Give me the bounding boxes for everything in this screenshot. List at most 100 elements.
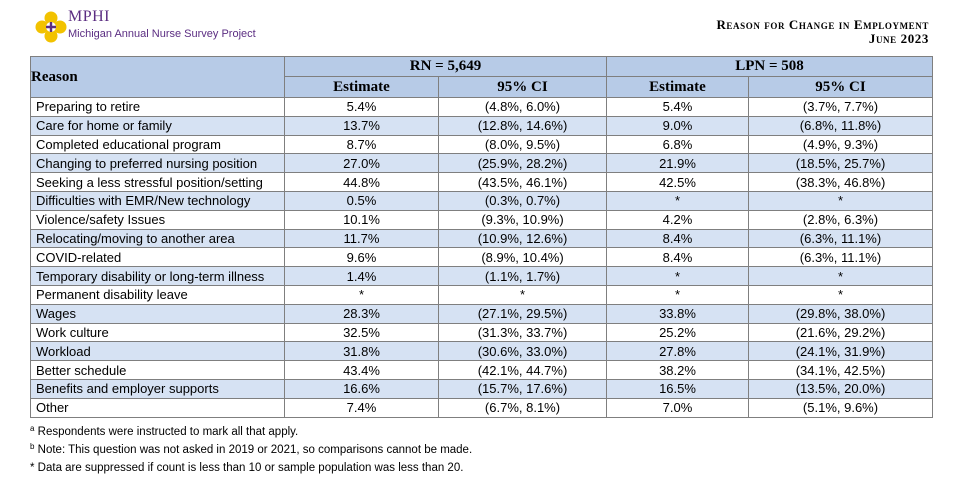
reason-column-header: Reason: [30, 56, 285, 98]
rn-estimate-cell: 10.1%: [284, 209, 439, 230]
lpn-ci-cell: (6.3%, 11.1%): [748, 228, 933, 249]
reason-cell: COVID-related: [30, 247, 285, 268]
rn-estimate-cell: 27.0%: [284, 153, 439, 174]
table-row: Wages 28.3% (27.1%, 29.5%) 33.8% (29.8%, 38.…: [30, 303, 933, 324]
reason-cell: Work culture: [30, 322, 285, 343]
lpn-ci-cell: (3.7%, 7.7%): [748, 97, 933, 117]
rn-ci-cell: (8.9%, 10.4%): [438, 247, 607, 268]
lpn-estimate-cell: 21.9%: [606, 153, 749, 174]
reason-cell: Other: [30, 397, 285, 418]
lpn-estimate-cell: 38.2%: [606, 360, 749, 380]
reason-cell: Completed educational program: [30, 134, 285, 155]
reason-cell: Wages: [30, 303, 285, 324]
table-row: Care for home or family 13.7% (12.8%, 14.6…: [30, 115, 933, 136]
reason-cell: Changing to preferred nursing position: [30, 153, 285, 174]
report-title-line1: Reason for Change in Employment: [716, 17, 929, 32]
rn-estimate-cell: 1.4%: [284, 266, 439, 286]
reason-cell: Benefits and employer supports: [30, 378, 285, 399]
rn-ci-cell: (30.6%, 33.0%): [438, 341, 607, 362]
table-row: Benefits and employer supports 16.6% (15.7…: [30, 378, 933, 399]
lpn-estimate-cell: 33.8%: [606, 303, 749, 324]
lpn-group-header: LPN = 508: [606, 56, 933, 77]
lpn-ci-cell: (6.8%, 11.8%): [748, 115, 933, 136]
table-row: Completed educational program 8.7% (8.0%, …: [30, 134, 933, 155]
lpn-ci-cell: (2.8%, 6.3%): [748, 209, 933, 230]
lpn-ci-cell: (4.9%, 9.3%): [748, 134, 933, 155]
table-row: COVID-related 9.6% (8.9%, 10.4%) 8.4% (6.3%,…: [30, 247, 933, 268]
rn-estimate-cell: 16.6%: [284, 378, 439, 399]
lpn-ci-cell: (5.1%, 9.6%): [748, 397, 933, 418]
lpn-ci-cell: *: [748, 284, 933, 305]
lpn-estimate-cell: 6.8%: [606, 134, 749, 155]
lpn-estimate-cell: 7.0%: [606, 397, 749, 418]
lpn-estimate-cell: 8.4%: [606, 228, 749, 249]
lpn-estimate-header: Estimate: [606, 76, 749, 98]
lpn-estimate-cell: 5.4%: [606, 97, 749, 117]
lpn-estimate-cell: 9.0%: [606, 115, 749, 136]
rn-ci-cell: *: [438, 284, 607, 305]
table-row: Better schedule 43.4% (42.1%, 44.7%) 38.2%(…: [30, 360, 933, 380]
rn-ci-cell: (0.3%, 0.7%): [438, 190, 607, 211]
reason-cell: Violence/safety Issues: [30, 209, 285, 230]
table-row: Relocating/moving to another area 11.7% (1…: [30, 228, 933, 249]
lpn-estimate-cell: 16.5%: [606, 378, 749, 399]
reason-cell: Workload: [30, 341, 285, 362]
lpn-estimate-cell: 27.8%: [606, 341, 749, 362]
lpn-ci-cell: (29.8%, 38.0%): [748, 303, 933, 324]
rn-estimate-cell: 8.7%: [284, 134, 439, 155]
footnote-b: b Note: This question was not asked in 2…: [30, 442, 473, 457]
lpn-estimate-cell: *: [606, 266, 749, 286]
reason-cell: Better schedule: [30, 360, 285, 380]
reason-cell: Permanent disability leave: [30, 284, 285, 305]
lpn-ci-cell: (24.1%, 31.9%): [748, 341, 933, 362]
rn-estimate-cell: 7.4%: [284, 397, 439, 418]
lpn-estimate-cell: 8.4%: [606, 247, 749, 268]
logo-subtitle: Michigan Annual Nurse Survey Project: [68, 28, 256, 40]
rn-estimate-cell: 28.3%: [284, 303, 439, 324]
logo-emblem-icon: [35, 11, 67, 43]
rn-estimate-cell: 0.5%: [284, 190, 439, 211]
table-row: Preparing to retire 5.4% (4.8%, 6.0%) 5.4%(…: [30, 97, 933, 117]
rn-ci-cell: (1.1%, 1.7%): [438, 266, 607, 286]
rn-ci-cell: (6.7%, 8.1%): [438, 397, 607, 418]
table-row: Other 7.4% (6.7%, 8.1%) 7.0% (5.1%, 9.6%): [30, 397, 933, 418]
lpn-estimate-cell: *: [606, 284, 749, 305]
lpn-ci-cell: *: [748, 190, 933, 211]
lpn-ci-cell: (6.3%, 11.1%): [748, 247, 933, 268]
rn-estimate-header: Estimate: [284, 76, 439, 98]
lpn-ci-cell: *: [748, 266, 933, 286]
rn-estimate-cell: 31.8%: [284, 341, 439, 362]
lpn-estimate-cell: 25.2%: [606, 322, 749, 343]
table-row: Workload 31.8% (30.6%, 33.0%) 27.8% (24.1%, …: [30, 341, 933, 362]
table-row: Difficulties with EMR/New technology 0.5%…: [30, 190, 933, 211]
rn-estimate-cell: 13.7%: [284, 115, 439, 136]
table-row: Work culture 32.5% (31.3%, 33.7%) 25.2% (21.…: [30, 322, 933, 343]
lpn-ci-cell: (18.5%, 25.7%): [748, 153, 933, 174]
reason-cell: Care for home or family: [30, 115, 285, 136]
employment-change-table: Reason RN = 5,649 LPN = 508 Estimate 95%…: [30, 56, 933, 418]
footnote-a: a Respondents were instructed to mark al…: [30, 424, 299, 439]
reason-cell: Seeking a less stressful position/settin…: [30, 172, 285, 192]
logo-name: MPHI: [68, 8, 111, 25]
rn-ci-cell: (43.5%, 46.1%): [438, 172, 607, 192]
rn-ci-cell: (27.1%, 29.5%): [438, 303, 607, 324]
rn-ci-cell: (10.9%, 12.6%): [438, 228, 607, 249]
table-row: Permanent disability leave * * * *: [30, 284, 933, 305]
reason-cell: Relocating/moving to another area: [30, 228, 285, 249]
rn-ci-cell: (9.3%, 10.9%): [438, 209, 607, 230]
rn-estimate-cell: 43.4%: [284, 360, 439, 380]
rn-estimate-cell: 9.6%: [284, 247, 439, 268]
lpn-estimate-cell: 4.2%: [606, 209, 749, 230]
rn-ci-cell: (12.8%, 14.6%): [438, 115, 607, 136]
lpn-ci-cell: (34.1%, 42.5%): [748, 360, 933, 380]
footnote-suppressed: * Data are suppressed if count is less t…: [30, 462, 464, 474]
rn-estimate-cell: *: [284, 284, 439, 305]
table-row: Seeking a less stressful position/settin…: [30, 172, 933, 192]
table-body: Preparing to retire 5.4% (4.8%, 6.0%) 5.4%(…: [30, 97, 933, 418]
table-row: Violence/safety Issues 10.1% (9.3%, 10.9%)…: [30, 209, 933, 230]
rn-ci-header: 95% CI: [438, 76, 607, 98]
rn-estimate-cell: 11.7%: [284, 228, 439, 249]
rn-estimate-cell: 5.4%: [284, 97, 439, 117]
rn-ci-cell: (42.1%, 44.7%): [438, 360, 607, 380]
rn-ci-cell: (4.8%, 6.0%): [438, 97, 607, 117]
